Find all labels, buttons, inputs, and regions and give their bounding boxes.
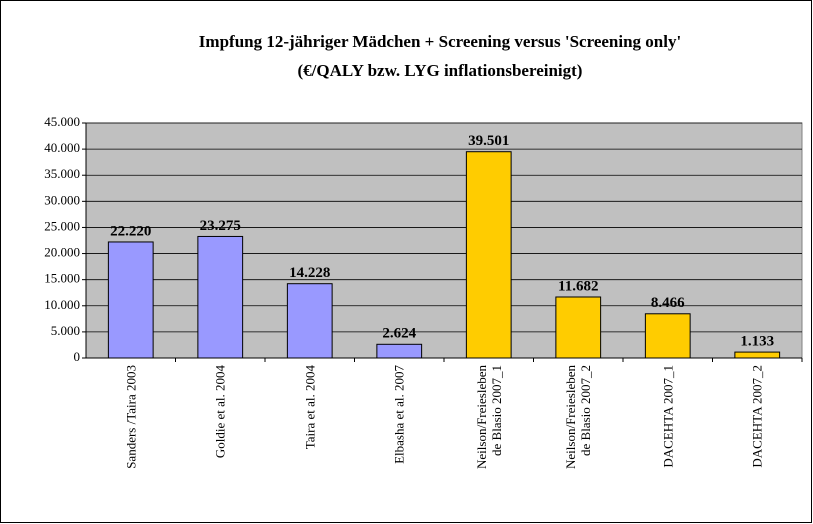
x-tick-label: Neilson/Freiesleben de Blasio 2007_2 <box>563 365 594 469</box>
y-tick-label: 35.000 <box>44 166 80 181</box>
x-tick-label: Elbasha et al. 2007 <box>391 365 407 464</box>
y-tick-label: 30.000 <box>44 192 80 207</box>
value-label: 2.624 <box>382 326 416 342</box>
chart-subtitle: (€/QALY bzw. LYG inflationsbereinigt) <box>298 61 583 80</box>
bar <box>107 241 154 359</box>
y-tick-label: 45.000 <box>44 114 80 129</box>
x-tick-label: Taira et al. 2004 <box>302 365 318 450</box>
x-tick-label: Goldie et al. 2004 <box>212 365 228 459</box>
y-tick-label: 5.000 <box>51 323 80 338</box>
y-tick-label: 10.000 <box>44 297 80 312</box>
x-tick-label: Neilson/Freiesleben de Blasio 2007_1 <box>473 365 504 469</box>
bar <box>644 313 691 359</box>
value-label: 14.228 <box>289 265 330 281</box>
bar <box>286 283 333 359</box>
bar <box>197 235 244 359</box>
chart-title: Impfung 12-jähriger Mädchen + Screening … <box>199 32 681 51</box>
bar <box>734 351 781 359</box>
bar <box>465 151 512 359</box>
y-tick-label: 40.000 <box>44 140 80 155</box>
value-label: 1.133 <box>740 334 774 350</box>
value-label: 39.501 <box>468 133 509 149</box>
value-label: 11.682 <box>558 278 598 294</box>
y-tick-label: 0 <box>74 349 81 364</box>
x-tick-label: Sanders /Taira 2003 <box>123 365 139 469</box>
bar <box>376 343 423 359</box>
x-tick-label: DACEHTA 2007_2 <box>749 365 765 468</box>
y-tick-label: 20.000 <box>44 245 80 260</box>
x-tick-label: DACEHTA 2007_1 <box>660 365 676 468</box>
value-label: 8.466 <box>651 295 685 311</box>
y-tick-label: 25.000 <box>44 218 80 233</box>
bar <box>555 296 602 359</box>
plot-area <box>85 122 803 359</box>
y-tick-label: 15.000 <box>44 271 80 286</box>
value-label: 22.220 <box>110 223 151 239</box>
value-label: 23.275 <box>200 218 241 234</box>
